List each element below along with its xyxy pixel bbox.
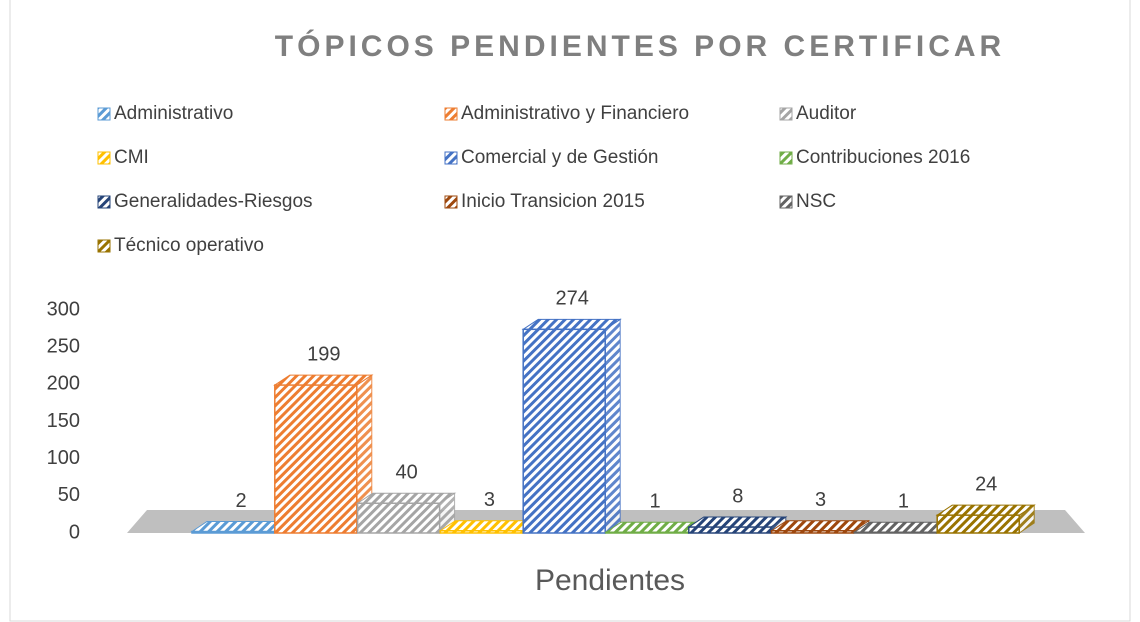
- bar-top: [935, 504, 1036, 516]
- legend-swatch: [97, 195, 111, 209]
- bar: [936, 514, 1020, 534]
- legend-label: Contribuciones 2016: [796, 147, 970, 168]
- bar: [770, 530, 855, 534]
- legend-swatch: [97, 107, 111, 121]
- legend-label: NSC: [796, 191, 836, 212]
- data-label: 1: [649, 491, 660, 513]
- data-label: 40: [395, 462, 417, 484]
- legend-label: Inicio Transicion 2015: [461, 191, 645, 212]
- legend-swatch: [444, 151, 458, 165]
- legend-swatch: [444, 107, 458, 121]
- chart-title: TÓPICOS PENDIENTES POR CERTIFICAR: [275, 29, 1005, 63]
- chart-border: [9, 0, 1131, 622]
- bar: [274, 384, 358, 534]
- legend-swatch: [97, 239, 111, 253]
- bar-top: [769, 520, 871, 532]
- legend-label: Auditor: [796, 103, 857, 124]
- legend-swatch: [444, 195, 458, 209]
- bar: [522, 328, 606, 534]
- legend-label: Comercial y de Gestión: [461, 147, 658, 168]
- data-label: 2: [235, 490, 246, 512]
- y-tick-label: 100: [47, 447, 80, 469]
- legend-swatch: [779, 151, 793, 165]
- data-label: 24: [975, 473, 997, 495]
- x-category-label: Pendientes: [535, 564, 685, 597]
- y-tick-label: 50: [58, 484, 80, 506]
- data-label: 199: [307, 343, 340, 365]
- bar-top: [687, 516, 788, 528]
- data-label: 8: [732, 485, 743, 507]
- bar: [356, 502, 441, 534]
- bar: [853, 531, 938, 534]
- legend-label: CMI: [114, 147, 149, 168]
- bar: [191, 530, 275, 534]
- legend-swatch: [779, 107, 793, 121]
- legend-swatch: [779, 195, 793, 209]
- bar-top: [521, 318, 622, 330]
- y-tick-label: 0: [69, 521, 80, 543]
- data-label: 3: [815, 489, 826, 511]
- y-tick-label: 150: [47, 410, 80, 432]
- y-tick-label: 300: [47, 298, 80, 320]
- bar-top: [273, 374, 374, 386]
- bar: [605, 531, 689, 534]
- legend-swatch: [97, 151, 111, 165]
- legend-label: Técnico operativo: [114, 235, 264, 256]
- legend-label: Administrativo: [114, 103, 233, 124]
- data-label: 1: [898, 491, 909, 513]
- data-label: 274: [556, 288, 589, 310]
- legend-label: Generalidades-Riesgos: [114, 191, 313, 212]
- y-tick-label: 200: [47, 373, 80, 395]
- legend-label: Administrativo y Financiero: [461, 103, 689, 124]
- data-label: 3: [484, 489, 495, 511]
- y-tick-label: 250: [47, 335, 80, 357]
- bar-top: [355, 492, 457, 504]
- bar: [688, 526, 772, 534]
- bar: [439, 530, 524, 534]
- bar-side: [604, 318, 621, 534]
